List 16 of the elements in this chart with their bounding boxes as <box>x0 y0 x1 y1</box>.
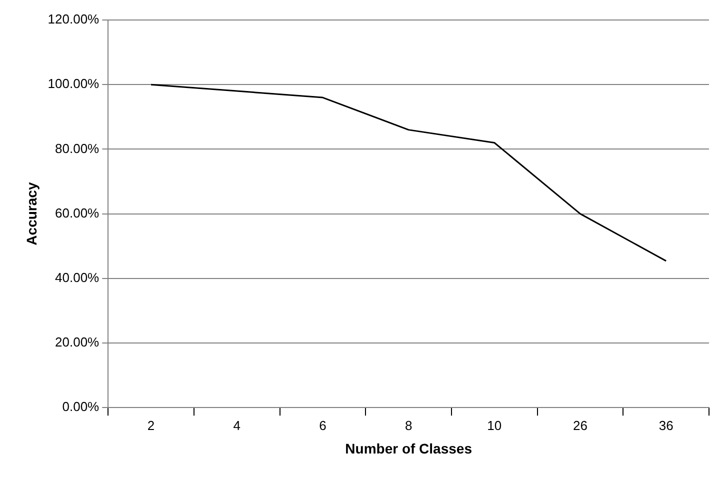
y-tick-label: 120.00% <box>48 12 100 27</box>
y-tick-label: 20.00% <box>55 334 100 350</box>
x-tick-label: 8 <box>404 418 412 433</box>
y-tick-label: 100.00% <box>48 76 100 92</box>
x-tick-label: 2 <box>147 418 155 433</box>
y-tick-label: 60.00% <box>55 205 100 220</box>
x-tick-label: 4 <box>233 418 240 433</box>
y-tick-label: 80.00% <box>55 140 100 156</box>
y-tick-label: 40.00% <box>55 270 100 285</box>
x-tick-label: 36 <box>658 418 674 433</box>
x-tick-label: 26 <box>573 418 588 433</box>
x-axis-title: Number of Classes <box>345 440 472 456</box>
x-tick-label: 6 <box>319 418 326 433</box>
x-tick-label: 10 <box>487 418 502 433</box>
y-axis-title: Accuracy <box>23 182 40 246</box>
y-tick-label: 0.00% <box>62 399 100 414</box>
